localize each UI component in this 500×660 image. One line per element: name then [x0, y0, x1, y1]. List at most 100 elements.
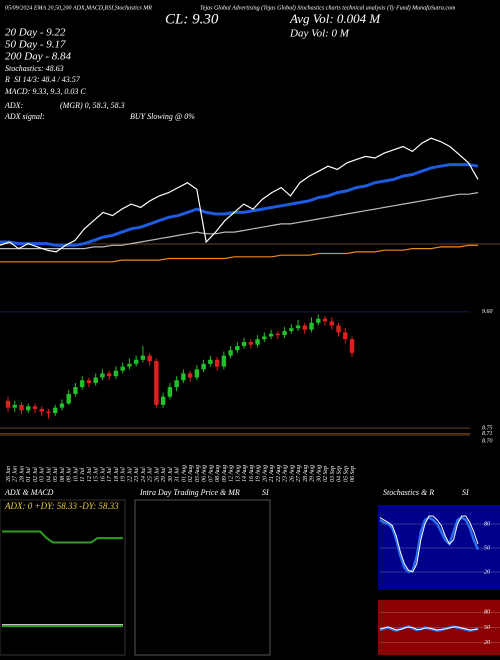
candle-body: [133, 359, 139, 364]
candle-body: [86, 380, 92, 383]
candle-body: [160, 396, 166, 405]
candle-body: [66, 393, 71, 404]
x-tick-label: 29 Aug: [310, 465, 316, 482]
x-tick-label: 21 Aug: [269, 465, 275, 482]
candle-body: [73, 387, 78, 394]
x-tick-label: 22 Aug: [276, 465, 282, 482]
candle-body: [113, 370, 119, 377]
x-tick-label: 27 Jun: [13, 466, 19, 482]
ema-line: [0, 244, 478, 263]
annotation: ADX signal:: [4, 112, 45, 121]
x-tick-label: 24 Jul: [140, 467, 147, 482]
candle-body: [235, 346, 240, 351]
candle-body: [106, 373, 112, 377]
candle-body: [93, 377, 98, 383]
annotation: Stochastics: 48.63: [5, 64, 64, 73]
y-tick-label: 8.71: [482, 431, 493, 437]
candle-body: [12, 404, 17, 408]
candle-body: [336, 325, 341, 333]
candle-body: [53, 407, 58, 414]
candle-body: [167, 387, 173, 397]
stoch-panel: [378, 505, 500, 590]
x-tick-label: 04 Jul: [45, 467, 52, 482]
x-tick-label: 06 Aug: [202, 465, 208, 482]
candle-body: [5, 400, 11, 408]
x-tick-label: 02 Sep: [323, 466, 329, 482]
x-tick-label: 08 Aug: [215, 465, 221, 482]
panel-title: ADX & MACD: [4, 488, 54, 497]
annotation: 200 Day - 8.84: [5, 51, 71, 63]
x-tick-label: 05 Sep: [343, 466, 349, 482]
x-tick-label: 02 Jul: [33, 467, 39, 482]
intraday-panel: [134, 499, 271, 656]
candle-body: [241, 341, 247, 347]
candle-body: [309, 322, 314, 330]
x-tick-label: 18 Jul: [114, 467, 120, 482]
x-tick-label: 10 Jul: [73, 467, 79, 482]
x-tick-label: 04 Sep: [336, 466, 343, 482]
x-tick-label: 02 Aug: [188, 465, 194, 482]
annotation: R: [4, 75, 10, 84]
x-tick-label: 07 Aug: [208, 465, 214, 482]
x-tick-label: 09 Jul: [67, 467, 73, 482]
indicator-line: [379, 626, 479, 631]
panel-title: Intra Day Trading Price & MR: [139, 488, 240, 497]
y2-tick-label: 80: [484, 610, 490, 616]
annotation: 20 Day - 9.22: [5, 27, 66, 39]
panel-title: Stochastics & R: [383, 488, 434, 497]
x-tick-label: 17 Jul: [107, 467, 113, 482]
candle-body: [147, 355, 152, 362]
x-tick-label: 26 Jun: [6, 466, 12, 482]
x-tick-label: 03 Jul: [40, 467, 46, 482]
candle-body: [100, 373, 105, 378]
candle-body: [248, 341, 254, 345]
y-tick-label: 9.60: [482, 309, 493, 315]
annotation: MACD: 9.33, 9.3, 0.03 C: [4, 87, 86, 96]
annotation: SI 14/3: 48.4 / 43.57: [14, 75, 81, 84]
x-tick-label: 16 Jul: [100, 467, 106, 482]
candle-body: [268, 333, 274, 337]
candle-body: [19, 404, 24, 411]
x-tick-label: 19 Aug: [256, 465, 262, 482]
candle-body: [181, 373, 186, 381]
candle-body: [329, 321, 334, 326]
candle-body: [349, 339, 355, 353]
y2-tick-label: 50: [484, 625, 490, 631]
x-tick-label: 13 Aug: [235, 465, 241, 482]
x-tick-label: 03 Sep: [330, 466, 336, 482]
candle-body: [289, 328, 294, 331]
x-tick-label: 05 Jul: [53, 467, 59, 482]
indicator-line: [379, 515, 479, 573]
y2-tick-label: 20: [484, 640, 490, 646]
annotation: 50 Day - 9.17: [5, 39, 66, 51]
candle-body: [214, 359, 220, 367]
candle-body: [282, 331, 287, 336]
candle-body: [26, 406, 31, 411]
x-tick-label: 23 Jul: [134, 467, 140, 482]
annotation: ADX:: [4, 101, 24, 110]
adx-panel: [0, 499, 126, 656]
close-label: CL: 9.30: [165, 11, 219, 27]
x-tick-label: 28 Aug: [303, 465, 309, 482]
x-tick-label: 12 Aug: [229, 465, 235, 482]
candle-body: [32, 406, 38, 409]
indicator-line: [379, 516, 480, 574]
x-tick-label: 08 Jul: [60, 467, 66, 482]
x-tick-label: 09 Aug: [222, 465, 228, 482]
y-tick-label: 50: [484, 545, 490, 551]
x-tick-label: 12 Jul: [87, 467, 93, 482]
ema-line: [0, 192, 479, 250]
panel-subtitle: ADX: 0 +DY: 58.33 -DY: 58.33: [4, 501, 119, 511]
candle-body: [79, 380, 85, 388]
x-tick-label: 14 Aug: [241, 465, 248, 482]
x-tick-label: 20 Aug: [262, 465, 268, 482]
candle-body: [262, 336, 267, 340]
x-tick-label: 05 Aug: [195, 465, 201, 482]
candle-body: [59, 403, 65, 408]
x-tick-label: 22 Jul: [127, 467, 133, 482]
candle-body: [120, 366, 125, 371]
candle-body: [154, 361, 159, 405]
annotation: (MGR) 0, 58.3, 58.3: [60, 101, 125, 110]
x-tick-label: 28 Jun: [19, 466, 25, 482]
panel-title: SI: [262, 488, 269, 497]
